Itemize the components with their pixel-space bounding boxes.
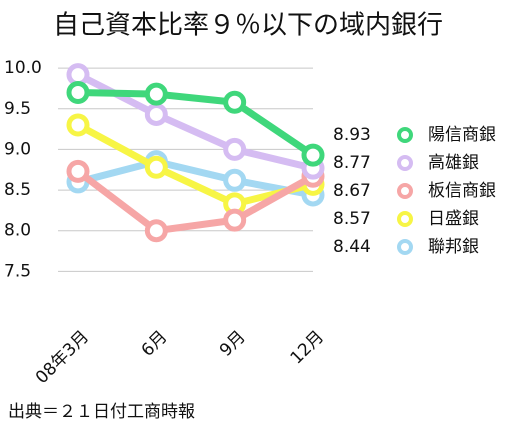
legend-label: 陽信商銀 — [428, 125, 496, 145]
series-line — [76, 71, 314, 172]
value-label: 8.67 — [333, 181, 371, 201]
y-tick-label: 9.0 — [4, 139, 31, 159]
data-point — [301, 143, 325, 167]
y-tick-label: 9.5 — [4, 99, 31, 119]
data-point — [223, 137, 247, 161]
x-tick-label: 6月 — [138, 327, 172, 361]
series-line — [75, 168, 315, 235]
legend-marker — [397, 183, 413, 199]
legend-label: 聯邦銀 — [428, 237, 479, 257]
legend-marker — [397, 127, 413, 143]
y-tick-label: 10.0 — [4, 58, 42, 78]
series-line — [76, 121, 314, 208]
source-note: 出典＝２１日付工商時報 — [8, 402, 195, 422]
data-point — [66, 81, 90, 105]
data-point — [223, 208, 247, 232]
data-point — [66, 63, 90, 87]
legend-marker — [397, 239, 413, 255]
data-point — [144, 155, 168, 179]
y-tick-label: 7.5 — [4, 261, 31, 281]
chart-title: 自己資本比率９％以下の域内銀行 — [53, 11, 443, 41]
x-tick-label: 08年3月 — [32, 327, 93, 388]
legend-label: 板信商銀 — [428, 181, 496, 201]
series-line — [77, 158, 314, 199]
value-label: 8.44 — [333, 237, 371, 257]
data-point — [223, 168, 247, 192]
y-tick-label: 8.0 — [4, 221, 31, 241]
data-point — [144, 82, 168, 106]
legend-label: 高雄銀 — [428, 153, 479, 173]
series-line — [77, 89, 315, 159]
data-point — [223, 90, 247, 114]
legend-marker — [397, 211, 413, 227]
legend-marker — [397, 155, 413, 171]
data-point — [66, 113, 90, 137]
data-point — [144, 102, 168, 126]
value-label: 8.57 — [333, 209, 371, 229]
value-label: 8.93 — [333, 125, 371, 145]
legend-label: 日盛銀 — [428, 209, 479, 229]
x-tick-label: 9月 — [216, 327, 250, 361]
data-point — [66, 159, 90, 183]
data-point — [144, 219, 168, 243]
y-tick-label: 8.5 — [4, 180, 31, 200]
value-label: 8.77 — [333, 153, 371, 173]
x-tick-label: 12月 — [287, 327, 328, 368]
